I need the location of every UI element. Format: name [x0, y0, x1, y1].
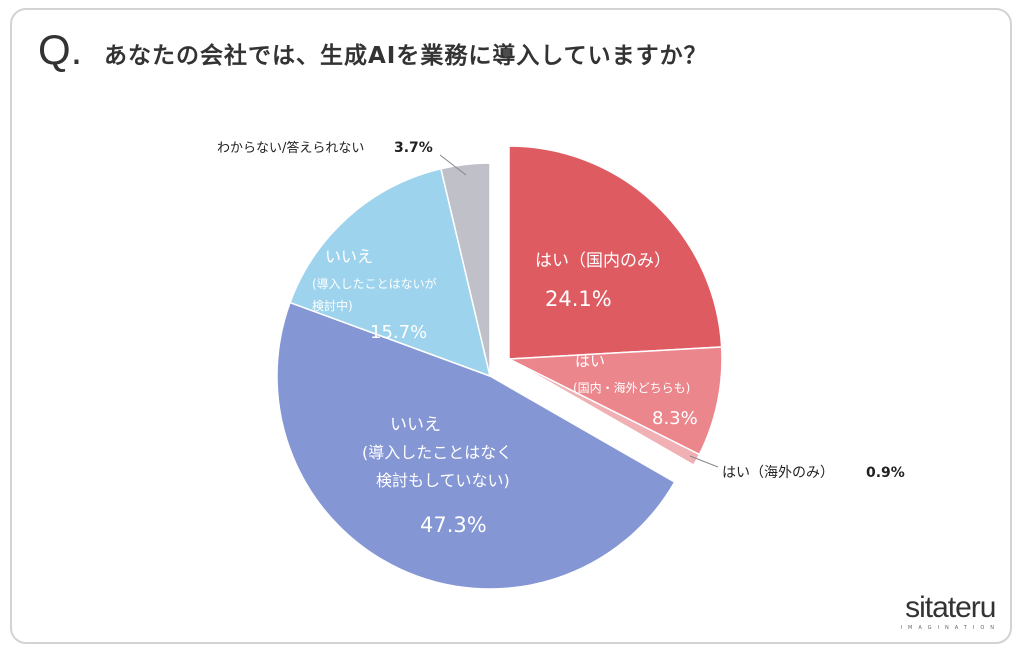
slice-label: はい（海外のみ） [722, 465, 834, 481]
data-label: 3.7% [394, 140, 433, 156]
logo-subtext: IMAGINATION [900, 625, 1000, 631]
data-label: 0.9% [866, 465, 905, 481]
slice-label: はい [575, 352, 605, 370]
question-mark-label: Q. [38, 26, 83, 73]
leader-line [689, 455, 719, 468]
slice-label: いいえ [325, 247, 373, 266]
slice-label: 検討もしていない) [376, 471, 510, 490]
pie-slice [276, 301, 676, 590]
slice-label: いいえ [390, 415, 441, 435]
page-title: あなたの会社では、生成AIを業務に導入していますか？ [104, 43, 708, 69]
sitateru-logo: sitateru IMAGINATION [901, 592, 1000, 632]
card-frame [10, 8, 1012, 644]
pie-slice [440, 162, 491, 377]
slice-label: (導入したことはなく [362, 443, 512, 462]
data-label: 15.7% [370, 322, 427, 343]
leader-line [439, 154, 467, 176]
slice-label: (国内・海外どちらも) [573, 380, 690, 395]
logo-wordmark: sitateru [905, 591, 996, 624]
data-label: 24.1% [545, 287, 612, 311]
pie-slice [506, 346, 723, 456]
slice-label: 検討中) [312, 298, 353, 313]
data-label: 47.3% [420, 513, 487, 537]
slice-label: (導入したことはないが [312, 276, 437, 291]
pie-slice [508, 145, 723, 360]
pie-slice [508, 358, 701, 467]
data-label: 8.3% [652, 408, 698, 429]
slice-label: はい（国内のみ） [535, 251, 671, 271]
slice-label: わからない/答えられない [217, 140, 364, 156]
pie-slice [289, 167, 492, 378]
